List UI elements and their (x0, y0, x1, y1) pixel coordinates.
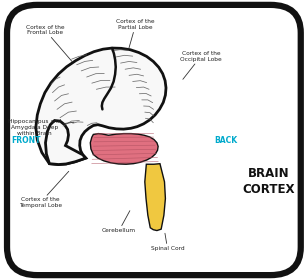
Polygon shape (46, 120, 86, 165)
Text: Cortex of the
Temporal Lobe: Cortex of the Temporal Lobe (19, 171, 69, 208)
Polygon shape (36, 48, 166, 165)
Text: Cerebellum: Cerebellum (102, 211, 136, 233)
Text: Cortex of the
Occipital Lobe: Cortex of the Occipital Lobe (180, 51, 222, 79)
Text: FRONT: FRONT (12, 136, 41, 144)
Text: Cortex of the
Frontal Lobe: Cortex of the Frontal Lobe (26, 25, 72, 61)
Polygon shape (145, 164, 166, 230)
Text: BRAIN
CORTEX: BRAIN CORTEX (243, 167, 295, 196)
FancyBboxPatch shape (7, 5, 301, 275)
Text: Spinal Cord: Spinal Cord (151, 233, 184, 251)
Text: BACK: BACK (215, 136, 237, 144)
Polygon shape (90, 134, 158, 164)
Text: Hippocampus and
Amygdala Deep
within Brain: Hippocampus and Amygdala Deep within Bra… (8, 119, 74, 136)
Text: Cortex of the
Partial Lobe: Cortex of the Partial Lobe (116, 19, 155, 48)
